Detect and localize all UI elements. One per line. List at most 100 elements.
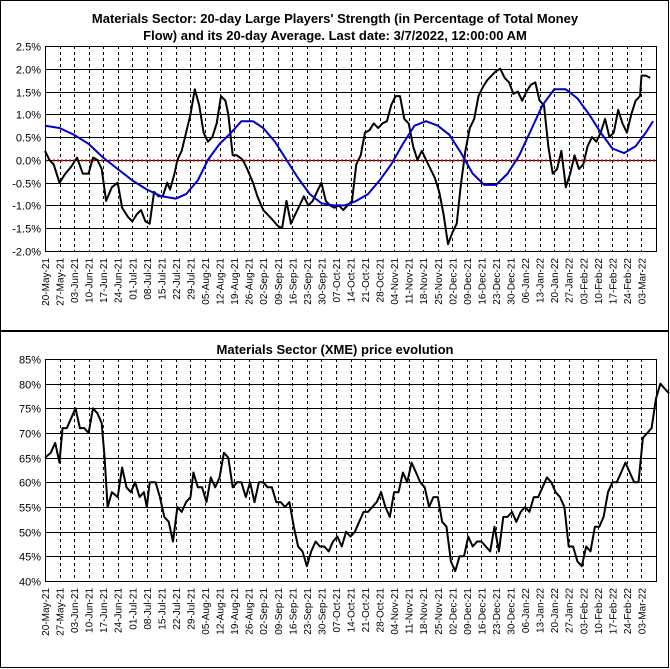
price-y-tick-label: 45% <box>19 552 41 564</box>
price-x-tick-label: 03-Feb-22 <box>579 588 590 635</box>
flow-x-tick-label: 11-Nov-21 <box>405 258 416 304</box>
price-x-tick-label: 24-Feb-22 <box>623 588 634 635</box>
flow-y-tick-label: 1.0% <box>16 110 41 122</box>
price-x-tick-label: 11-Nov-21 <box>405 588 416 634</box>
price-y-tick-label: 60% <box>19 478 41 490</box>
price-x-tick-label: 29-Jul-21 <box>187 588 198 630</box>
flow-x-tick-label: 18-Nov-21 <box>419 258 430 305</box>
flow-x-tick-label: 28-Oct-21 <box>376 258 387 303</box>
flow-x-tick-label: 29-Jul-21 <box>187 258 198 300</box>
flow-x-tick-label: 25-Nov-21 <box>434 258 445 305</box>
flow-x-tick-label: 04-Nov-21 <box>390 258 401 305</box>
price-x-tick-label: 25-Nov-21 <box>434 588 445 635</box>
flow-x-tick-label: 03-Jun-21 <box>70 258 81 303</box>
price-x-tick-label: 20-May-21 <box>41 588 52 636</box>
flow-plot-frame <box>45 46 657 252</box>
price-x-tick-label: 23-Sep-21 <box>303 588 314 635</box>
flow-x-tick-label: 07-Oct-21 <box>332 258 343 303</box>
flow-x-tick-label: 13-Jan-22 <box>536 258 547 303</box>
price-y-tick-label: 80% <box>19 380 41 392</box>
flow-y-tick-label: 0.0% <box>16 156 41 168</box>
flow-x-tick-label: 05-Aug-21 <box>201 258 212 305</box>
price-y-tick-label: 65% <box>19 454 41 466</box>
chart-title-line-1: Materials Sector: 20-day Large Players' … <box>92 11 579 26</box>
price-x-tick-label: 30-Dec-21 <box>507 588 518 635</box>
price-series-line-1 <box>44 382 670 573</box>
flow-x-tick-label: 24-Feb-22 <box>623 258 634 305</box>
flow-x-tick-label: 16-Sep-21 <box>288 258 299 305</box>
price-x-tick-label: 12-Aug-21 <box>216 588 227 635</box>
flow-y-tick-label: 2.0% <box>16 65 41 77</box>
price-x-tick-label: 23-Dec-21 <box>492 588 503 635</box>
flow-x-tick-label: 19-Aug-21 <box>230 258 241 305</box>
price-y-tick-label: 50% <box>19 528 41 540</box>
flow-x-tick-label: 23-Dec-21 <box>492 258 503 305</box>
chart-title-line-2: Flow) and its 20-day Average. Last date:… <box>143 28 527 43</box>
price-panel: Materials Sector (XME) price evolution 8… <box>19 342 670 636</box>
flow-x-tick-label: 14-Oct-21 <box>347 258 358 303</box>
price-x-tick-label: 06-Jan-22 <box>521 588 532 633</box>
flow-x-tick-label: 27-May-21 <box>56 258 67 306</box>
flow-y-tick-label: 1.5% <box>16 88 41 100</box>
flow-x-tick-label: 09-Dec-21 <box>463 258 474 305</box>
price-x-tick-label: 10-Jun-21 <box>85 588 96 633</box>
price-x-tick-label: 07-Oct-21 <box>332 588 343 633</box>
flow-x-tick-label: 26-Aug-21 <box>245 258 256 305</box>
flow-x-tick-label: 10-Feb-22 <box>594 258 605 305</box>
price-x-tick-label: 09-Sep-21 <box>274 588 285 635</box>
price-x-tick-label: 01-Jul-21 <box>128 588 139 630</box>
price-x-tick-label: 14-Oct-21 <box>347 588 358 633</box>
price-x-tick-label: 02-Dec-21 <box>448 588 459 635</box>
price-x-tick-label: 17-Feb-22 <box>608 588 619 635</box>
flow-x-tick-label: 30-Dec-21 <box>507 258 518 305</box>
flow-x-tick-label: 22-Jul-21 <box>172 258 183 300</box>
price-x-tick-label: 05-Aug-21 <box>201 588 212 635</box>
flow-x-tick-label: 20-May-21 <box>41 258 52 306</box>
price-x-tick-label: 16-Dec-21 <box>477 588 488 635</box>
price-x-tick-label: 18-Nov-21 <box>419 588 430 635</box>
price-x-tick-label: 27-Jan-22 <box>565 588 576 633</box>
flow-x-tick-label: 06-Jan-22 <box>521 258 532 303</box>
flow-y-tick-label: -1.0% <box>12 201 41 213</box>
flow-x-tick-label: 23-Sep-21 <box>303 258 314 305</box>
flow-y-tick-label: 2.5% <box>16 42 41 54</box>
price-x-tick-label: 22-Jul-21 <box>172 588 183 630</box>
flow-x-tick-label: 03-Mar-22 <box>638 258 649 305</box>
price-y-tick-label: 75% <box>19 404 41 416</box>
price-x-tick-label: 17-Jun-21 <box>99 588 110 633</box>
price-x-tick-label: 13-Jan-22 <box>536 588 547 633</box>
price-x-tick-label: 15-Jul-21 <box>157 588 168 630</box>
flow-y-tick-label: -2.0% <box>12 247 41 259</box>
price-x-tick-label: 16-Sep-21 <box>288 588 299 635</box>
price-x-tick-label: 27-May-21 <box>56 588 67 636</box>
price-x-tick-label: 04-Nov-21 <box>390 588 401 635</box>
flow-x-tick-label: 27-Jan-22 <box>565 258 576 303</box>
price-y-tick-label: 85% <box>19 355 41 367</box>
flow-x-tick-label: 02-Sep-21 <box>259 258 270 305</box>
flow-x-tick-label: 17-Feb-22 <box>608 258 619 305</box>
flow-x-tick-label: 01-Jul-21 <box>128 258 139 300</box>
price-plot-frame <box>45 359 657 582</box>
flow-y-tick-label: -1.5% <box>12 224 41 236</box>
price-x-tick-label: 28-Oct-21 <box>376 588 387 633</box>
price-x-tick-label: 24-Jun-21 <box>114 588 125 633</box>
price-x-tick-label: 30-Sep-21 <box>317 588 328 635</box>
price-x-tick-label: 10-Feb-22 <box>594 588 605 635</box>
price-x-tick-label: 02-Sep-21 <box>259 588 270 635</box>
price-y-tick-label: 40% <box>19 577 41 589</box>
money-flow-panel: Materials Sector: 20-day Large Players' … <box>12 11 657 306</box>
flow-x-tick-label: 17-Jun-21 <box>99 258 110 303</box>
price-y-tick-label: 70% <box>19 429 41 441</box>
panel-frame-top <box>0 0 669 331</box>
price-x-tick-label: 03-Mar-22 <box>638 588 649 635</box>
flow-y-tick-label: 0.5% <box>16 133 41 145</box>
flow-x-tick-label: 30-Sep-21 <box>317 258 328 305</box>
flow-x-tick-label: 21-Oct-21 <box>361 258 372 303</box>
price-x-tick-label: 21-Oct-21 <box>361 588 372 633</box>
price-x-tick-label: 26-Aug-21 <box>245 588 256 635</box>
price-x-tick-label: 20-Jan-22 <box>550 588 561 633</box>
price-x-tick-label: 08-Jul-21 <box>143 588 154 630</box>
flow-x-tick-label: 12-Aug-21 <box>216 258 227 305</box>
